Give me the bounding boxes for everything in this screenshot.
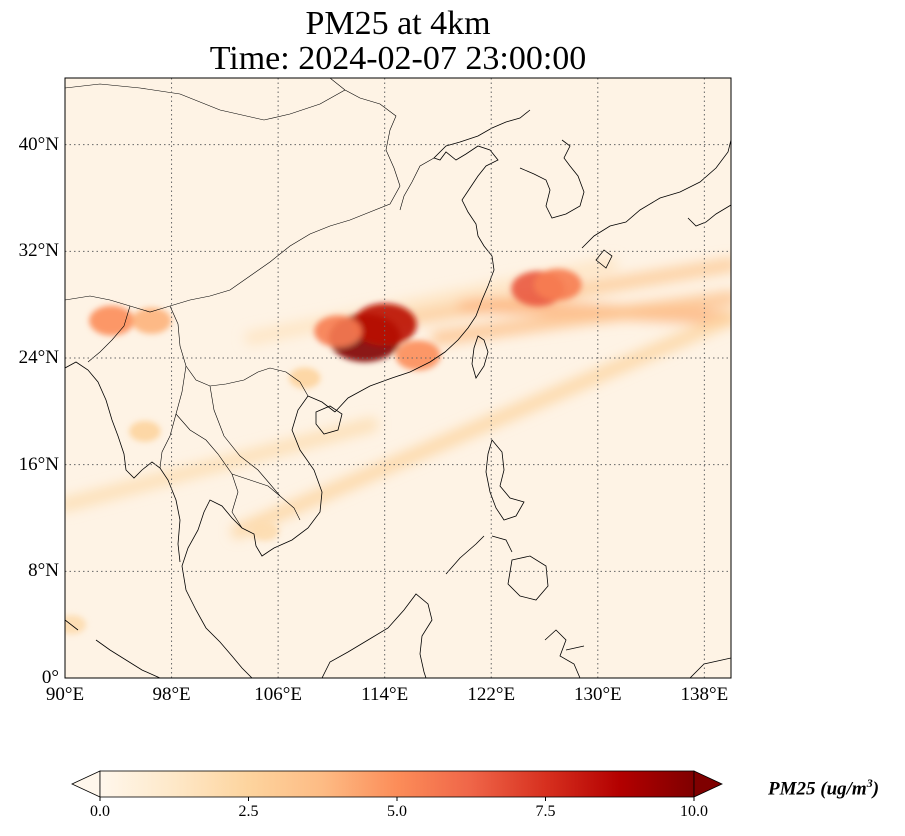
colorbar-tick-label: 0.0 bbox=[90, 803, 110, 820]
colorbar-tick-label: 5.0 bbox=[387, 803, 407, 820]
pm25-hotspot-1 bbox=[352, 303, 417, 346]
colorbar-tick-label: 2.5 bbox=[238, 803, 259, 820]
mindanao-coastline bbox=[491, 535, 549, 601]
sumatra-coastline bbox=[65, 619, 161, 678]
colorbar-extend-min bbox=[71, 770, 101, 798]
pm25-hotspot-10 bbox=[65, 615, 87, 635]
taiwan-coastline bbox=[471, 335, 489, 379]
country-borders bbox=[65, 78, 435, 529]
map-title-line2: Time: 2024-02-07 23:00:00 bbox=[209, 40, 587, 77]
lat-tick-label: 8°N bbox=[28, 560, 59, 582]
lon-tick-label: 114°E bbox=[361, 684, 409, 705]
colorbar-label-text: PM25 (ug/m bbox=[768, 778, 867, 800]
colorbar-body bbox=[99, 770, 695, 798]
gridlines bbox=[65, 78, 731, 678]
lat-tick-label: 32°N bbox=[18, 240, 59, 262]
pm25-hotspot-6 bbox=[89, 305, 135, 336]
map-frame bbox=[64, 77, 732, 679]
pm25-hotspot-5 bbox=[533, 268, 582, 301]
colorbar-tick-marks bbox=[99, 797, 695, 801]
lon-tick-label: 98°E bbox=[152, 684, 191, 705]
pm25-background-field bbox=[65, 78, 731, 678]
colorbar-tick-label: 10.0 bbox=[680, 803, 708, 820]
coastlines bbox=[65, 109, 731, 678]
lat-tick-label: 0° bbox=[41, 667, 59, 688]
sulawesi-coastline bbox=[544, 629, 585, 678]
lon-tick-label: 130°E bbox=[573, 684, 622, 705]
pm25-hotspot-7 bbox=[131, 307, 172, 334]
new-guinea-coastline bbox=[689, 657, 731, 678]
lon-tick-label: 138°E bbox=[680, 684, 729, 705]
lat-tick-label: 24°N bbox=[18, 347, 59, 368]
colorbar-tick-label: 7.5 bbox=[535, 803, 556, 820]
pm25-plume-2 bbox=[430, 291, 731, 345]
lon-tick-label: 122°E bbox=[467, 684, 516, 705]
pm25-hotspot-3 bbox=[395, 340, 441, 371]
china-coastline bbox=[334, 109, 531, 413]
pm25-hotspots bbox=[65, 268, 582, 635]
colorbar-extend-max bbox=[693, 770, 723, 798]
map-title-line1: PM25 at 4km bbox=[305, 5, 491, 42]
luzon-coastline bbox=[485, 439, 525, 521]
korea-coastline bbox=[519, 139, 585, 219]
borneo-coastline bbox=[321, 593, 433, 678]
colorbar-label: PM25 (ug/m3) bbox=[768, 776, 880, 800]
lon-tick-label: 106°E bbox=[254, 684, 302, 705]
pm25-hotspot-2 bbox=[314, 315, 362, 348]
pm25-hotspot-9 bbox=[129, 420, 161, 442]
hainan-coastline bbox=[315, 405, 343, 435]
pm25-hotspot-11 bbox=[250, 521, 280, 541]
pm25-hotspot-8 bbox=[289, 367, 321, 389]
lon-tick-label: 90°E bbox=[45, 684, 85, 705]
lat-tick-label: 40°N bbox=[18, 133, 59, 155]
lat-tick-label: 16°N bbox=[18, 453, 59, 475]
colorbar bbox=[71, 770, 723, 801]
pm25-plume-3 bbox=[231, 311, 731, 539]
bay-of-bengal-coast bbox=[65, 361, 181, 563]
indochina-coastline bbox=[181, 395, 336, 678]
palawan-coastline bbox=[445, 535, 485, 575]
japan-coastline bbox=[581, 139, 731, 269]
